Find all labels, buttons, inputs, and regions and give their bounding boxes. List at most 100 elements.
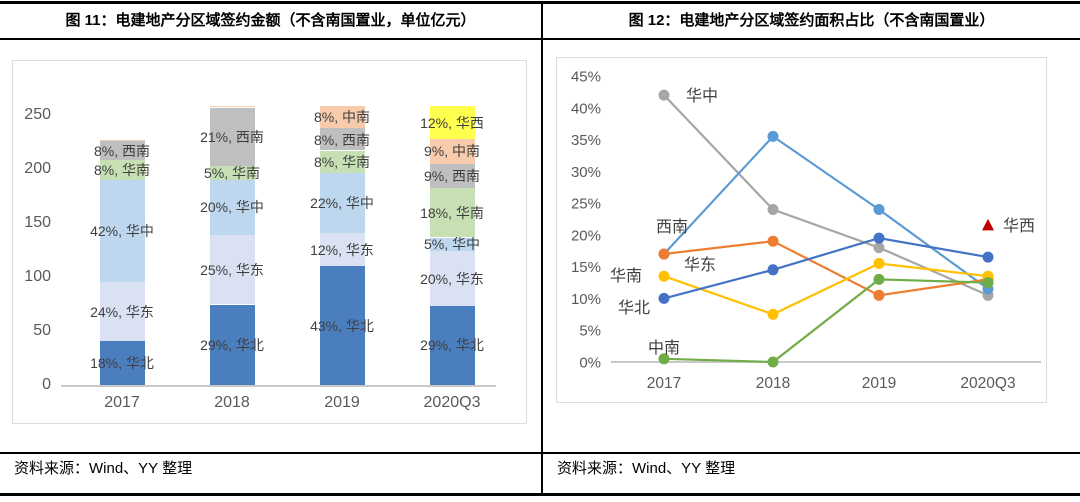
bar-segment-华南 [429,188,475,238]
x-axis-category-label: 2019 [324,394,360,411]
bar-segment-label: 29%, 华北 [200,336,264,353]
bar-segment-华东 [209,235,255,305]
x-axis-category-label: 2020Q3 [423,394,481,411]
bar-segment-label: 20%, 华东 [420,270,484,287]
y-axis-tick-label: 40% [571,100,601,117]
source-note-left: 资料来源：Wind、YY 整理 [14,460,193,477]
bar-segment-label: 20%, 华中 [200,199,264,216]
bar-segment-华南 [209,165,255,180]
bar-segment-华中 [319,172,365,234]
series-label-华南: 华南 [610,267,642,285]
bar-segment-label: 8%, 华南 [313,153,370,170]
bar-segment-华西 [429,106,475,140]
bar-segment-华北 [99,341,145,385]
source-divider-rule [0,452,1080,454]
bar-segment-label: 9%, 中南 [423,143,480,160]
bar-segment-中南 [99,139,145,141]
bar-segment-中南 [319,106,365,129]
bar-segment-华东 [429,251,475,306]
data-point-华北 [873,232,885,244]
bar-segment-label: 5%, 华南 [203,164,260,181]
bar-segment-label: 8%, 华南 [93,162,150,179]
data-point-华北 [982,251,994,263]
data-point-华东 [873,289,885,301]
y-axis-tick-label: 15% [571,259,601,276]
data-point-中南 [767,356,779,368]
y-axis-tick-label: 0% [579,355,601,372]
bar-segment-西南 [319,128,365,151]
line-series-华东 [663,240,989,297]
series-label-华西: 华西 [1003,217,1035,235]
line-series-华南 [663,262,989,316]
bar-segment-华东 [99,282,145,341]
series-label-西南: 西南 [656,218,688,236]
title-divider-rule [0,38,1080,40]
y-axis-tick-label: 30% [571,164,601,181]
bar-segment-华北 [319,266,365,385]
data-point-华东 [658,248,670,260]
figure-11-title: 图 11：电建地产分区域签约金额（不含南国置业，单位亿元） [65,12,476,29]
bar-segment-华东 [319,233,365,267]
y-axis-tick-label: 10% [571,291,601,308]
bar-segment-华南 [99,160,145,180]
data-point-中南 [873,273,885,285]
y-axis-tick-label: 50 [33,322,51,339]
data-point-华南 [658,270,670,282]
bar-segment-华北 [429,305,475,385]
bar-segment-华中 [99,179,145,283]
data-point-triangle-华西 [982,218,994,231]
line-series-华北 [663,236,989,300]
bar-segment-label: 18%, 华北 [90,355,154,371]
bar-segment-label: 22%, 华中 [310,194,374,211]
y-axis-tick-label: 20% [571,227,601,244]
data-point-西南 [873,204,885,215]
x-axis-category-label: 2020Q3 [960,375,1015,392]
bar-segment-中南 [209,106,255,108]
bar-segment-label: 5%, 华中 [423,236,480,253]
bar-segment-label: 21%, 西南 [200,128,264,145]
line-series-华中 [663,94,989,297]
line-chart-canvas: 0% 5% 10% 15% 20% 25% 30% 35% 40% 45% 2017 2018 2019… [571,69,1041,392]
x-axis-category-label: 2018 [214,394,250,411]
x-axis-category-label: 2017 [104,394,140,411]
x-axis-category-label: 2018 [756,375,790,392]
data-point-中南 [658,353,670,365]
figure-12-title: 图 12：电建地产分区域签约面积占比（不含南国置业） [628,12,995,29]
bar-segment-西南 [99,140,145,161]
bar-chart-figure-11: 0 50 100 150 200 250 18%, 华北 24%, 华东 42%, 华中 8%, … [12,60,527,424]
data-point-华中 [767,204,779,215]
y-axis-tick-label: 45% [571,69,601,86]
data-point-华中 [873,242,885,254]
column-divider-rule [541,1,543,496]
series-label-华北: 华北 [618,299,650,317]
bar-segment-中南 [429,139,475,164]
bar-segment-label: 8%, 中南 [313,109,370,126]
bottom-border-rule [0,493,1080,496]
data-point-华东 [767,235,779,247]
bar-segment-西南 [209,107,255,166]
y-axis-tick-label: 200 [24,160,51,177]
line-series-西南 [663,134,989,290]
bar-segment-label: 8%, 西南 [93,142,150,159]
bar-segment-label: 25%, 华东 [200,261,264,278]
data-point-华南 [873,258,885,269]
data-point-西南 [767,130,779,142]
series-label-华东: 华东 [684,256,716,274]
y-axis-tick-label: 5% [579,323,601,340]
bar-segment-label: 8%, 西南 [313,131,370,148]
bar-segment-华中 [209,179,255,236]
bar-segment-西南 [429,163,475,189]
y-axis-tick-label: 25% [571,196,601,213]
x-axis-category-label: 2019 [862,375,896,392]
bar-segment-label: 12%, 华西 [420,114,484,131]
y-axis-tick-label: 100 [24,268,51,285]
top-border-rule [0,1,1080,4]
line-chart-figure-12: 0% 5% 10% 15% 20% 25% 30% 35% 40% 45% 2017 2018 2019… [556,57,1047,403]
x-axis-category-label: 2017 [647,375,681,392]
bar-segment-label: 29%, 华北 [420,337,484,354]
bar-segment-label: 42%, 华中 [90,223,154,240]
series-label-华中: 华中 [686,87,718,105]
data-point-中南 [982,277,994,289]
y-axis-tick-label: 0 [42,376,51,393]
